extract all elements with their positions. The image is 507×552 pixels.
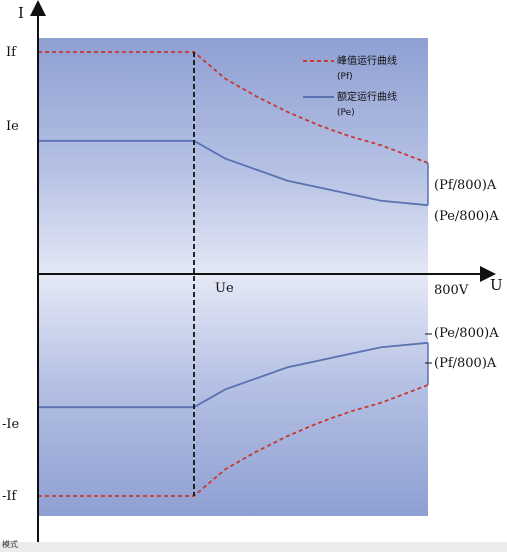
legend: 峰值运行曲线 (Pf) 额定运行曲线 (Pe)	[303, 54, 397, 118]
plot-background-lower	[38, 276, 428, 516]
y-tick-neg-if: -If	[2, 489, 18, 504]
bottom-strip-text: 模式	[2, 540, 18, 549]
end-label-pf-upper: (Pf/800)A	[434, 178, 497, 193]
legend-label-pe: 额定运行曲线	[337, 90, 397, 103]
end-label-pe-lower: (Pe/800)A	[434, 326, 499, 341]
series-pf-lower	[38, 384, 429, 497]
y-tick-if: If	[6, 45, 17, 60]
y-axis-label: I	[18, 4, 24, 22]
x-tick-800v: 800V	[434, 283, 469, 298]
end-label-pf-lower: (Pf/800)A	[434, 356, 497, 371]
end-label-pe-upper: (Pe/800)A	[434, 209, 499, 224]
y-tick-ie: Ie	[6, 119, 19, 134]
legend-label-pf: 峰值运行曲线	[337, 54, 397, 67]
x-axis-label: U	[490, 276, 503, 294]
y-tick-neg-ie: -Ie	[2, 417, 20, 432]
gridlines	[38, 51, 428, 499]
x-tick-ue: Ue	[215, 281, 234, 296]
plot-background-upper	[38, 38, 428, 276]
legend-sub-pf: (Pf)	[337, 72, 353, 82]
curves	[38, 51, 429, 497]
bottom-strip: 模式	[0, 540, 507, 552]
series-pe-upper	[38, 139, 429, 207]
series-pe-lower	[38, 341, 429, 409]
series-pf-upper	[38, 51, 429, 164]
legend-sub-pe: (Pe)	[337, 108, 355, 118]
